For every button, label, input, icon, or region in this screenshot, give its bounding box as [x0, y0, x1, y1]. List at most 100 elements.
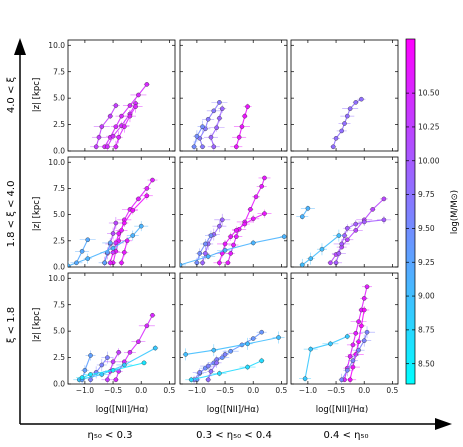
- data-point: [299, 262, 305, 267]
- data-point: [242, 113, 248, 119]
- row-label-bottom: ξ < 1.8: [6, 307, 17, 343]
- data-point: [197, 370, 203, 375]
- data-point: [116, 134, 121, 140]
- data-point: [88, 377, 93, 383]
- panel-r0-c0: 0.0 2.5 5.0 7.5 10.0: [48, 39, 176, 156]
- x-tick-label: −0.5: [104, 386, 122, 395]
- data-point: [361, 307, 367, 313]
- data-point: [144, 193, 150, 199]
- data-point: [113, 103, 119, 108]
- x-tick-label: −0.5: [327, 386, 345, 395]
- data-point: [79, 375, 85, 380]
- data-point: [99, 124, 105, 129]
- data-point: [144, 186, 150, 191]
- data-point: [361, 296, 367, 301]
- panel-r1-c1: [179, 156, 288, 268]
- colorbar-label: log(M/M⊙): [450, 190, 460, 234]
- panel-data: [73, 312, 159, 384]
- series-1: [203, 104, 227, 151]
- data-point: [203, 241, 208, 247]
- x-tick-label: 0.0: [135, 386, 147, 395]
- x-tick-label: −0.5: [216, 386, 234, 395]
- series-0: [330, 96, 366, 150]
- panel-r2-c2: −1.0 −0.5 0.0 0.5: [290, 272, 399, 395]
- data-point: [350, 342, 356, 348]
- panel-data: [330, 96, 366, 150]
- data-point: [347, 354, 353, 359]
- data-point: [144, 323, 150, 329]
- data-point: [342, 121, 347, 126]
- series-2: [338, 326, 376, 384]
- colorbar-tick-label: 9.25: [418, 258, 435, 267]
- y-axis-labels: |z| [kpc] |z| [kpc] |z| [kpc]: [32, 78, 42, 343]
- series-3: [180, 233, 287, 267]
- data-point: [82, 367, 88, 373]
- panel-r0-c2: [290, 39, 399, 152]
- y-tick-label: 10.0: [48, 274, 65, 283]
- col-label-right: 0.4 < η₅₀: [324, 430, 369, 441]
- series-2: [112, 100, 143, 151]
- series-1: [330, 215, 391, 267]
- data-point: [183, 352, 188, 357]
- data-point: [250, 336, 256, 341]
- col-label-middle: 0.3 < η₅₀ < 0.4: [196, 430, 272, 441]
- data-point: [345, 225, 350, 231]
- data-point: [88, 372, 93, 377]
- data-point: [222, 352, 228, 357]
- y-tick-label: 5.0: [53, 94, 65, 103]
- data-point: [308, 346, 314, 352]
- data-point: [107, 240, 113, 246]
- data-point: [253, 194, 259, 200]
- series-line: [81, 362, 145, 379]
- x-tick-label: 0.5: [275, 386, 287, 395]
- y-axis-label-row-2: |z| [kpc]: [32, 308, 42, 343]
- data-point: [141, 360, 147, 366]
- series-line: [185, 336, 279, 355]
- colorbar: 8.508.759.009.259.509.7510.0010.2510.50 …: [405, 38, 460, 385]
- data-point: [110, 367, 116, 373]
- data-point: [217, 260, 222, 266]
- data-point: [122, 124, 127, 129]
- data-point: [211, 347, 217, 353]
- y-tick-label: 0.0: [53, 380, 65, 389]
- data-point: [211, 144, 217, 150]
- series-0: [195, 100, 228, 150]
- data-point: [88, 353, 93, 358]
- data-point: [225, 260, 231, 266]
- data-point: [308, 256, 314, 261]
- row-label-top: 4.0 < ξ: [6, 77, 17, 113]
- data-point: [127, 349, 133, 355]
- y-tick-label: 2.5: [53, 120, 65, 129]
- series-6: [118, 236, 133, 267]
- x-tick-label: 0.0: [358, 386, 370, 395]
- data-point: [353, 100, 359, 105]
- data-point: [208, 233, 214, 238]
- data-point: [281, 234, 287, 239]
- data-point: [113, 220, 119, 226]
- panel-r2-c1: −1.0 −0.5 0.0 0.5: [179, 272, 288, 395]
- panel-data: [299, 284, 376, 384]
- data-point: [248, 207, 253, 212]
- data-point: [200, 260, 205, 266]
- data-point: [245, 341, 250, 347]
- panel-frame: [179, 39, 288, 152]
- data-point: [234, 144, 239, 150]
- data-point: [130, 208, 136, 213]
- data-point: [205, 254, 211, 259]
- data-point: [74, 260, 79, 266]
- series-line: [301, 235, 340, 266]
- data-point: [113, 144, 119, 150]
- series-4: [205, 357, 222, 384]
- data-point: [330, 144, 336, 150]
- data-point: [217, 115, 222, 121]
- y-tick-label: 7.5: [53, 67, 65, 76]
- data-point: [217, 371, 222, 376]
- colorbar-tick-label: 8.75: [418, 325, 435, 334]
- data-point: [130, 233, 136, 238]
- series-0: [341, 284, 373, 383]
- data-point: [127, 113, 133, 119]
- data-point: [110, 245, 116, 251]
- panel-frame: [67, 272, 176, 385]
- data-point: [356, 319, 361, 324]
- data-point: [336, 233, 342, 238]
